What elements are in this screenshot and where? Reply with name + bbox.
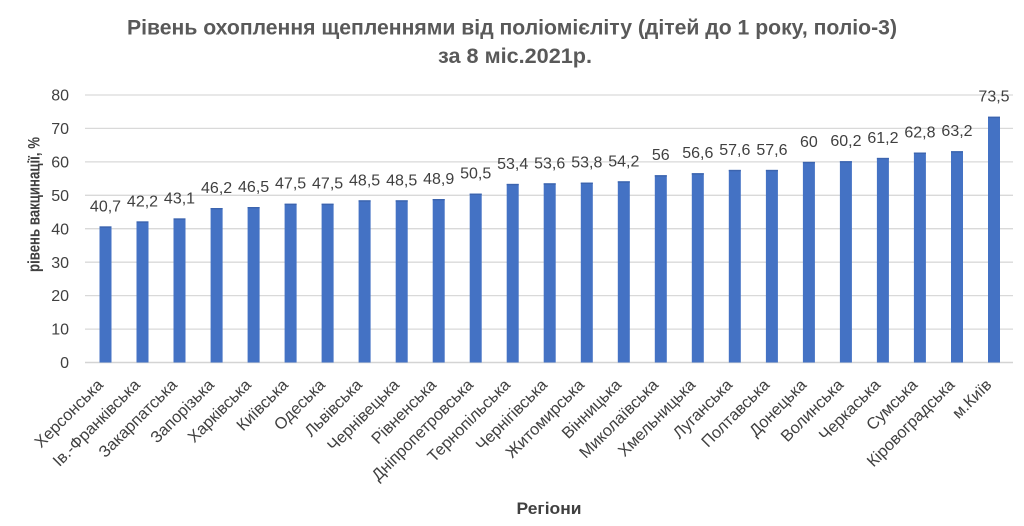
svg-text:60,2: 60,2 (830, 133, 861, 150)
svg-text:за 8 міс.2021р.: за 8 міс.2021р. (438, 45, 592, 68)
svg-text:56: 56 (652, 147, 670, 164)
svg-text:0: 0 (60, 355, 69, 372)
svg-text:53,8: 53,8 (571, 155, 602, 172)
svg-text:50: 50 (51, 188, 69, 205)
svg-text:53,4: 53,4 (497, 156, 528, 173)
svg-text:47,5: 47,5 (275, 176, 306, 193)
svg-text:20: 20 (51, 288, 69, 305)
svg-text:61,2: 61,2 (867, 130, 898, 147)
svg-text:40: 40 (51, 221, 69, 238)
svg-text:48,9: 48,9 (423, 171, 454, 188)
svg-text:60: 60 (51, 155, 69, 172)
svg-text:40,7: 40,7 (90, 198, 121, 215)
svg-text:Регіони: Регіони (517, 500, 582, 518)
svg-text:53,6: 53,6 (534, 155, 565, 172)
svg-text:48,5: 48,5 (386, 172, 417, 189)
svg-text:43,1: 43,1 (164, 190, 195, 207)
svg-text:46,2: 46,2 (201, 180, 232, 197)
svg-text:Рівень охоплення щепленнями ві: Рівень охоплення щепленнями від поліоміє… (127, 17, 897, 40)
svg-text:63,2: 63,2 (941, 123, 972, 140)
svg-text:47,5: 47,5 (312, 176, 343, 193)
svg-text:10: 10 (51, 322, 69, 339)
svg-text:80: 80 (51, 88, 69, 105)
svg-text:рівень вакцинації, %: рівень вакцинації, % (25, 137, 44, 272)
svg-text:60: 60 (800, 134, 818, 151)
svg-text:73,5: 73,5 (978, 89, 1009, 106)
svg-text:62,8: 62,8 (904, 125, 935, 142)
svg-text:42,2: 42,2 (127, 193, 158, 210)
svg-text:57,6: 57,6 (756, 142, 787, 159)
svg-text:48,5: 48,5 (349, 172, 380, 189)
svg-text:57,6: 57,6 (719, 142, 750, 159)
svg-text:56,6: 56,6 (682, 145, 713, 162)
svg-text:46,5: 46,5 (238, 179, 269, 196)
svg-text:70: 70 (51, 121, 69, 138)
svg-text:30: 30 (51, 255, 69, 272)
svg-text:54,2: 54,2 (608, 153, 639, 170)
svg-text:50,5: 50,5 (460, 166, 491, 183)
